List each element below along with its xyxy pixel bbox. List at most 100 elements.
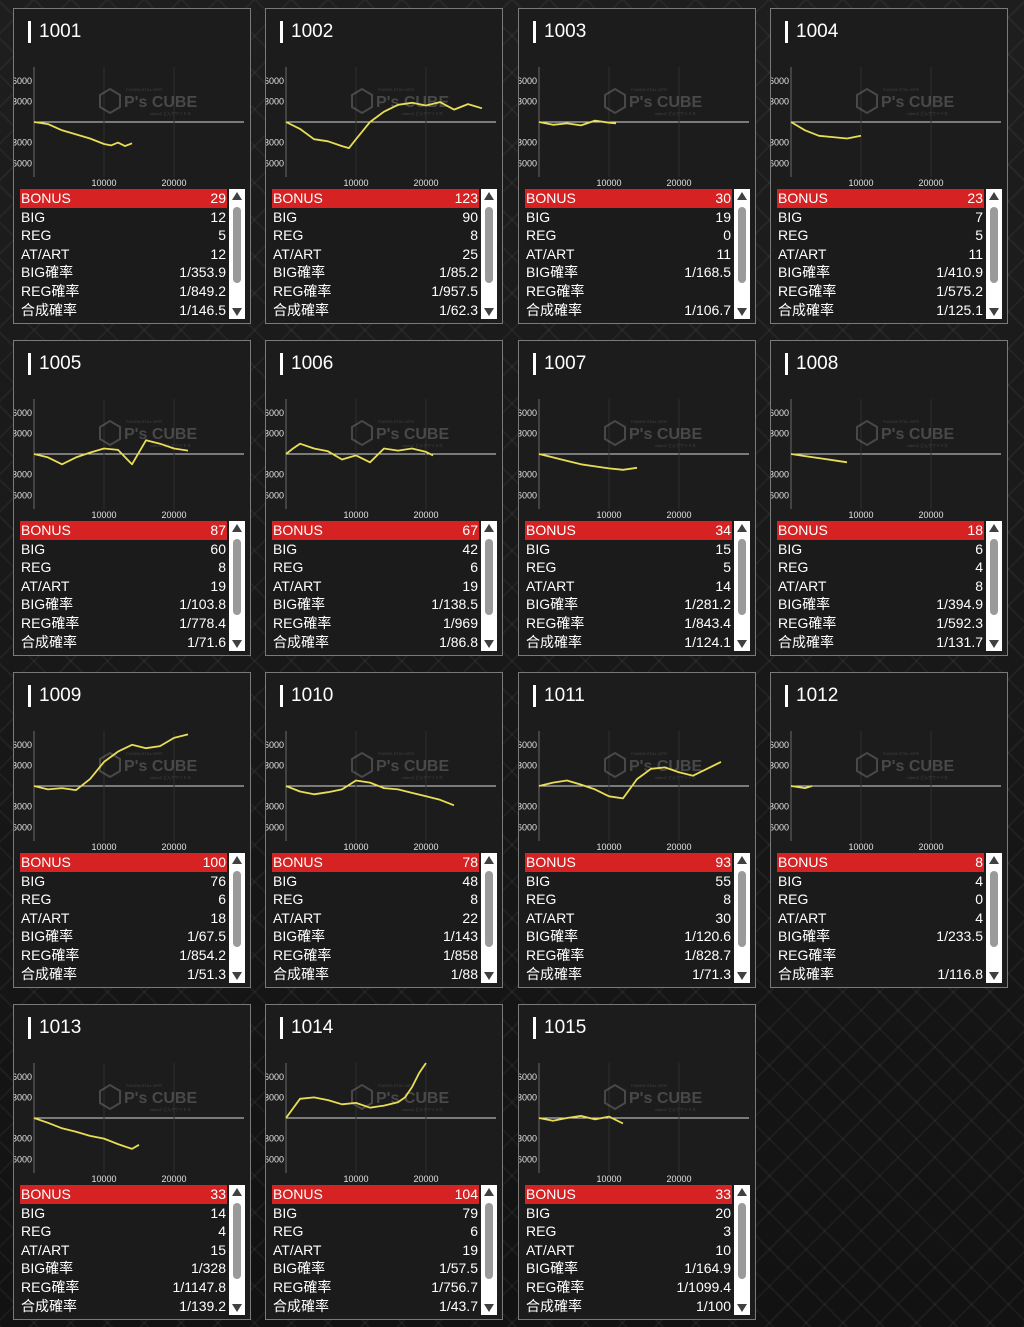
scroll-thumb[interactable] (233, 539, 241, 615)
machine-card[interactable]: 1001 P's CUBE FUMIYA STILL MTR videoZ どんでワイ… (13, 8, 251, 324)
scroll-down-icon[interactable] (232, 972, 242, 980)
scroll-thumb[interactable] (990, 871, 998, 947)
stats-scrollbar[interactable] (229, 853, 245, 983)
stats-scrollbar[interactable] (734, 521, 750, 651)
scroll-down-icon[interactable] (232, 1304, 242, 1312)
scroll-down-icon[interactable] (737, 640, 747, 648)
stats-scrollbar[interactable] (229, 521, 245, 651)
slump-graph: P's CUBE FUMIYA STILL MTR videoZ どんでワイドス 60… (266, 719, 504, 853)
scroll-thumb[interactable] (738, 207, 746, 283)
scroll-up-icon[interactable] (989, 856, 999, 864)
scroll-thumb[interactable] (990, 539, 998, 615)
cube-icon (351, 419, 373, 447)
scroll-thumb[interactable] (485, 539, 493, 615)
scroll-up-icon[interactable] (232, 192, 242, 200)
scroll-thumb[interactable] (990, 207, 998, 283)
scroll-up-icon[interactable] (484, 856, 494, 864)
scroll-thumb[interactable] (485, 1203, 493, 1279)
machine-card[interactable]: 1011 P's CUBE FUMIYA STILL MTR videoZ どんでワイ… (518, 672, 756, 988)
stat-value: 4 (975, 559, 983, 576)
stats-scrollbar[interactable] (734, 189, 750, 319)
machine-card[interactable]: 1002 P's CUBE FUMIYA STILL MTR videoZ どんでワイ… (265, 8, 503, 324)
scroll-thumb[interactable] (233, 1203, 241, 1279)
stats-scrollbar[interactable] (986, 853, 1002, 983)
watermark-text: P's CUBE (629, 426, 702, 443)
scroll-up-icon[interactable] (737, 856, 747, 864)
stat-value: 1/103.8 (179, 596, 226, 613)
stats-scrollbar[interactable] (481, 1185, 497, 1315)
scroll-thumb[interactable] (485, 207, 493, 283)
watermark-text: P's CUBE (124, 1090, 197, 1107)
y-tick-label: -6000 (771, 158, 789, 168)
scroll-thumb[interactable] (233, 871, 241, 947)
y-tick-label: 6000 (771, 740, 789, 750)
stat-value: 76 (210, 872, 226, 889)
stat-value: 8 (975, 854, 983, 870)
scroll-thumb[interactable] (738, 871, 746, 947)
scroll-up-icon[interactable] (484, 1188, 494, 1196)
stats-scrollbar[interactable] (481, 853, 497, 983)
scroll-up-icon[interactable] (737, 524, 747, 532)
scroll-up-icon[interactable] (989, 524, 999, 532)
machine-card[interactable]: 1008 P's CUBE FUMIYA STILL MTR videoZ どんでワイ… (770, 340, 1008, 656)
scroll-down-icon[interactable] (737, 972, 747, 980)
machine-card[interactable]: 1009 P's CUBE FUMIYA STILL MTR videoZ どんでワイ… (13, 672, 251, 988)
scroll-thumb[interactable] (738, 539, 746, 615)
scroll-thumb[interactable] (485, 871, 493, 947)
scroll-up-icon[interactable] (484, 524, 494, 532)
stats-scrollbar[interactable] (229, 1185, 245, 1315)
stat-row-at: AT/ART 10 (525, 1241, 732, 1260)
scroll-up-icon[interactable] (232, 856, 242, 864)
stats-scrollbar[interactable] (986, 521, 1002, 651)
watermark-text: P's CUBE (124, 758, 197, 775)
machine-card[interactable]: 1006 P's CUBE FUMIYA STILL MTR videoZ どんでワイ… (265, 340, 503, 656)
scroll-down-icon[interactable] (989, 640, 999, 648)
stats-scrollbar[interactable] (986, 189, 1002, 319)
stat-label: 合成確率 (21, 301, 77, 318)
stats-scrollbar[interactable] (481, 521, 497, 651)
machine-card[interactable]: 1012 P's CUBE FUMIYA STILL MTR videoZ どんでワイ… (770, 672, 1008, 988)
machine-card[interactable]: 1010 P's CUBE FUMIYA STILL MTR videoZ どんでワイ… (265, 672, 503, 988)
scroll-down-icon[interactable] (484, 308, 494, 316)
scroll-down-icon[interactable] (484, 640, 494, 648)
stat-label: 合成確率 (778, 301, 834, 318)
scroll-down-icon[interactable] (989, 972, 999, 980)
scroll-down-icon[interactable] (484, 972, 494, 980)
machine-card[interactable]: 1015 P's CUBE FUMIYA STILL MTR videoZ どんでワイ… (518, 1004, 756, 1320)
y-tick-label: 3000 (266, 760, 284, 770)
machine-card[interactable]: 1005 P's CUBE FUMIYA STILL MTR videoZ どんでワイ… (13, 340, 251, 656)
scroll-down-icon[interactable] (989, 308, 999, 316)
machine-card[interactable]: 1014 P's CUBE FUMIYA STILL MTR videoZ どんでワイ… (265, 1004, 503, 1320)
stat-row-big: BIG 7 (777, 208, 984, 227)
scroll-up-icon[interactable] (232, 1188, 242, 1196)
scroll-down-icon[interactable] (232, 640, 242, 648)
stat-value: 123 (454, 190, 478, 206)
machine-card[interactable]: 1013 P's CUBE FUMIYA STILL MTR videoZ どんでワイ… (13, 1004, 251, 1320)
scroll-up-icon[interactable] (989, 192, 999, 200)
machine-card[interactable]: 1007 P's CUBE FUMIYA STILL MTR videoZ どんでワイ… (518, 340, 756, 656)
slump-line (33, 1117, 140, 1150)
stats-scrollbar[interactable] (481, 189, 497, 319)
scroll-up-icon[interactable] (737, 192, 747, 200)
stats-scrollbar[interactable] (734, 853, 750, 983)
watermark-text: P's CUBE (629, 1090, 702, 1107)
scroll-down-icon[interactable] (484, 1304, 494, 1312)
scroll-up-icon[interactable] (737, 1188, 747, 1196)
watermark-small-bottom: videoZ どんでワイドス (402, 442, 443, 448)
watermark-logo: P's CUBE FUMIYA STILL MTR videoZ どんでワイドス (604, 751, 702, 780)
stats-scrollbar[interactable] (734, 1185, 750, 1315)
scroll-thumb[interactable] (233, 207, 241, 283)
scroll-down-icon[interactable] (737, 308, 747, 316)
machine-card[interactable]: 1003 P's CUBE FUMIYA STILL MTR videoZ どんでワイ… (518, 8, 756, 324)
scroll-up-icon[interactable] (484, 192, 494, 200)
slump-graph: P's CUBE FUMIYA STILL MTR videoZ どんでワイドス 60… (14, 387, 252, 521)
scroll-down-icon[interactable] (737, 1304, 747, 1312)
scroll-up-icon[interactable] (232, 524, 242, 532)
stats-scrollbar[interactable] (229, 189, 245, 319)
slump-line (33, 733, 189, 791)
machine-card[interactable]: 1004 P's CUBE FUMIYA STILL MTR videoZ どんでワイ… (770, 8, 1008, 324)
scroll-down-icon[interactable] (232, 308, 242, 316)
stat-row-reg: REG 0 (777, 890, 984, 909)
scroll-thumb[interactable] (738, 1203, 746, 1279)
stat-row-bonus: BONUS 34 (525, 521, 732, 540)
